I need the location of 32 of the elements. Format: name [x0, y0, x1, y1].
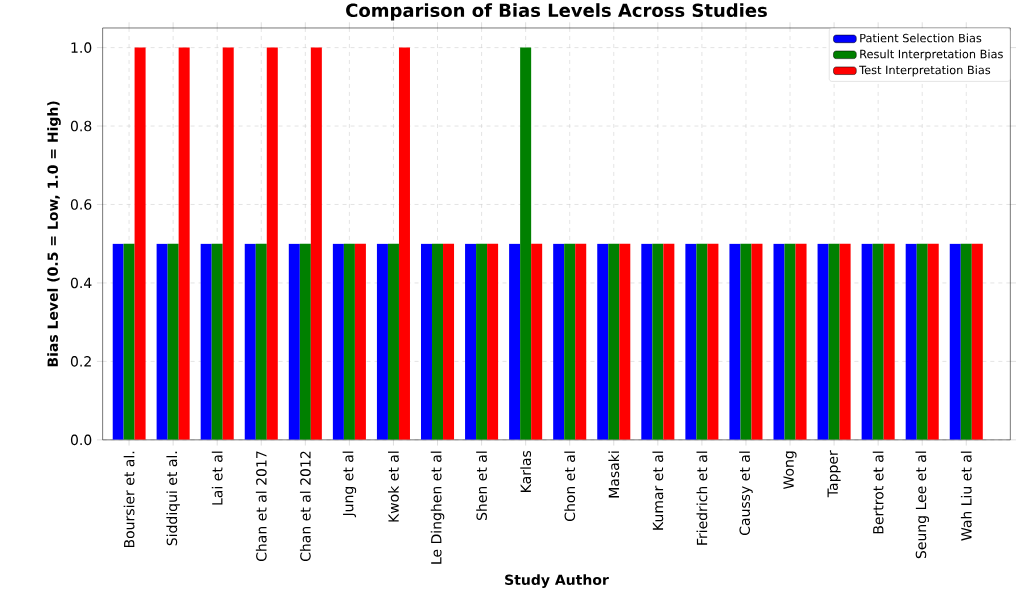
x-tick-label: Karlas	[520, 450, 532, 492]
y-tick-label: 0.8	[70, 120, 92, 132]
x-tick-label: Chan et al 2012	[299, 451, 311, 561]
y-axis-title: Bias Level (0.5 = Low, 1.0 = High)	[47, 101, 61, 367]
x-tick-label: Kumar et al	[652, 451, 664, 530]
legend-label: Result Interpretation Bias	[860, 49, 1003, 61]
x-tick-label: Caussy et al	[739, 451, 753, 535]
x-tick-label: Masaki	[608, 451, 620, 498]
x-tick-label: Chan et al 2017	[255, 451, 267, 561]
x-tick-label: Lai et al	[211, 451, 223, 505]
y-tick-label: 0.6	[70, 199, 92, 210]
x-tick-label: Tapper	[827, 450, 841, 498]
y-tick-label: 0.0	[70, 434, 92, 446]
chart-title: Comparison of Bias Levels Across Studies	[346, 3, 767, 21]
x-tick-label: Seung Lee et al	[915, 451, 929, 559]
x-tick-label: Wah Liu et al	[960, 451, 972, 541]
x-tick-label: Le Dinghen et al	[430, 451, 445, 564]
y-tick-label: 0.4	[70, 277, 92, 289]
legend-label: Test Interpretation Bias	[859, 65, 991, 77]
x-tick-label: Boursier et al.	[123, 451, 135, 548]
y-tick-label: 0.2	[70, 356, 91, 367]
x-tick-label: Shen et al	[476, 451, 487, 520]
x-tick-label: Jung et al	[342, 451, 357, 518]
x-tick-label: Friedrich et al	[696, 451, 708, 545]
legend-label: Patient Selection Bias	[860, 33, 982, 43]
x-tick-label: Siddiqui et al.	[166, 451, 180, 546]
y-tick-label: 1.0	[71, 42, 92, 53]
x-tick-label: Chon et al	[564, 451, 576, 521]
x-tick-label: Wong	[783, 451, 797, 490]
x-tick-label: Kwok et al	[388, 451, 399, 522]
x-tick-label: Bertrot et al	[872, 451, 884, 534]
x-axis-title: Study Author	[505, 574, 609, 588]
